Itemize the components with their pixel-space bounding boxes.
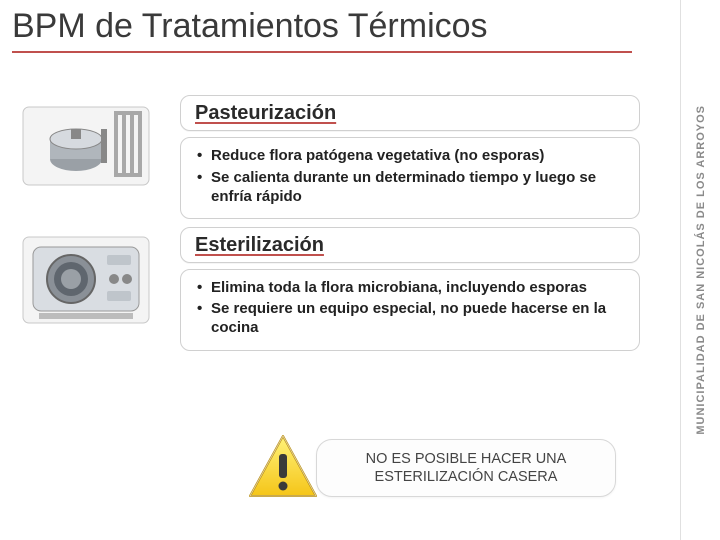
bullets-esterilizacion: Elimina toda la flora microbiana, incluy… [180, 269, 640, 351]
bullet: Se requiere un equipo especial, no puede… [197, 299, 623, 337]
section-pasteurizacion: Pasteurización Reduce flora patógena veg… [12, 95, 680, 219]
autoclave-icon [21, 233, 151, 328]
heading-pasteurizacion: Pasteurización [180, 95, 640, 131]
image-pasteurizer [12, 95, 160, 191]
bullets-pasteurizacion: Reduce flora patógena vegetativa (no esp… [180, 137, 640, 219]
image-autoclave [12, 227, 160, 328]
slide: BPM de Tratamientos Térmicos Pasteurizac… [0, 0, 680, 540]
warning-line2: ESTERILIZACIÓN CASERA [375, 469, 558, 485]
bullet: Elimina toda la flora microbiana, incluy… [197, 278, 623, 297]
section-esterilizacion: Esterilización Elimina toda la flora mic… [12, 227, 680, 351]
warning-text: NO ES POSIBLE HACER UNA ESTERILIZACIÓN C… [316, 439, 616, 497]
title-underline [12, 51, 632, 53]
right-rail: MUNICIPALIDAD DE SAN NICOLÁS DE LOS ARRO… [680, 0, 720, 540]
pasteurizer-vat-icon [21, 101, 151, 191]
heading-esterilizacion: Esterilización [180, 227, 640, 263]
warning-line1: NO ES POSIBLE HACER UNA [366, 451, 567, 467]
bullet: Se calienta durante un determinado tiemp… [197, 168, 623, 206]
page-title: BPM de Tratamientos Térmicos [12, 8, 680, 45]
bullet: Reduce flora patógena vegetativa (no esp… [197, 146, 623, 165]
warning-note: NO ES POSIBLE HACER UNA ESTERILIZACIÓN C… [244, 432, 616, 504]
warning-triangle-icon [244, 432, 322, 504]
rail-label: MUNICIPALIDAD DE SAN NICOLÁS DE LOS ARRO… [695, 105, 707, 435]
